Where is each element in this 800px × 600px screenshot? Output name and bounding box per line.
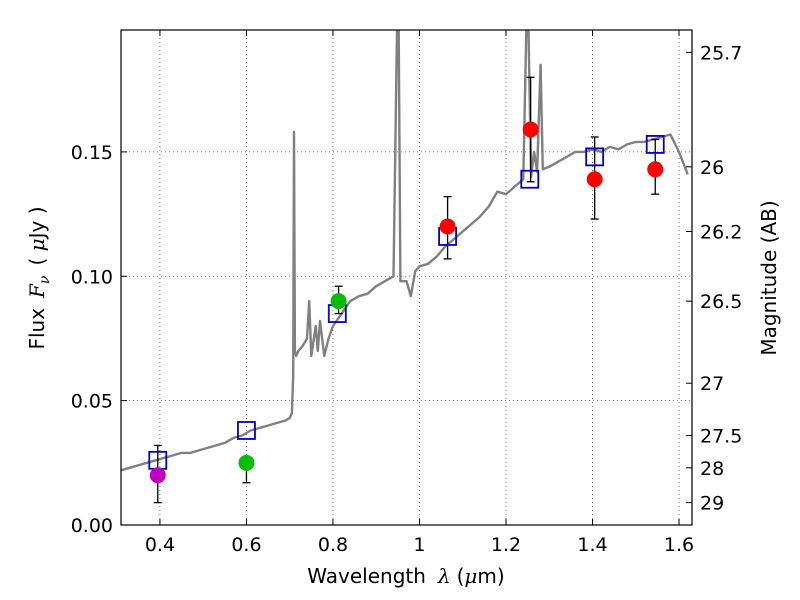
observed-circle-marker	[647, 161, 664, 178]
y-tick-label: 0.15	[71, 142, 113, 164]
grid-lines	[121, 30, 692, 525]
model-square-marker	[645, 135, 665, 154]
observed-photometry-layer	[149, 121, 664, 484]
observed-circle-marker	[149, 467, 166, 484]
y-axis-label-word: Flux	[25, 308, 49, 350]
model-square-marker	[520, 169, 540, 189]
observed-circle-marker	[586, 171, 603, 188]
y2-tick-label: 26	[700, 157, 724, 179]
x-tick-label: 1.6	[664, 534, 694, 556]
x-axis-label-word: Wavelength	[307, 564, 426, 588]
y2-tick-label: 26.2	[700, 221, 742, 243]
y2-tick-label: 27.5	[700, 425, 742, 447]
observed-circle-marker	[238, 454, 255, 471]
y-axis-label-mu: μ	[25, 238, 49, 251]
y-axis-label-symbol: F	[25, 283, 49, 299]
template-spectrum-layer	[121, 30, 689, 472]
x-tick-label: 0.8	[318, 534, 348, 556]
template-spectrum-line	[121, 30, 689, 472]
x-tick-label: 1	[413, 534, 425, 556]
x-axis-label-mu: μ	[464, 564, 477, 588]
x-tick-label: 1.2	[491, 534, 521, 556]
y-tick-label: 0.00	[71, 515, 113, 537]
plot-frame	[120, 29, 693, 526]
y-axis-label-subscript: ν	[37, 275, 53, 284]
x-tick-label: 0.6	[231, 534, 261, 556]
y-axis-label-open: (	[25, 251, 49, 265]
x-axis-label-open: (	[457, 564, 465, 588]
x-axis-ticks: 0.4 0.6 0.8 1 1.2 1.4 1.6	[145, 30, 694, 556]
observed-circle-marker	[522, 121, 539, 138]
x-axis-label: Wavelength λ (μm)	[307, 564, 504, 588]
y2-tick-label: 25.7	[700, 42, 742, 64]
model-square-marker	[585, 147, 605, 167]
observed-circle-marker	[330, 293, 347, 310]
x-axis-label-unit: m)	[477, 564, 504, 588]
y2-axis-label: Magnitude (AB)	[757, 200, 781, 355]
model-photometry-layer	[148, 135, 665, 470]
y2-tick-label: 29	[700, 493, 724, 515]
observed-circle-marker	[439, 218, 456, 235]
x-axis-label-symbol: λ	[437, 564, 451, 588]
y2-tick-label: 27	[700, 373, 724, 395]
model-square-marker	[237, 421, 256, 440]
y2-tick-label: 28	[700, 458, 724, 480]
y-tick-label: 0.05	[71, 391, 113, 413]
y-axis-label: Flux Fν ( μJy )	[25, 206, 53, 349]
y2-tick-label: 26.5	[700, 291, 742, 313]
y-axis-label-unit: Jy )	[25, 206, 49, 240]
y-tick-label: 0.10	[71, 266, 113, 288]
y2-axis-ticks: 25.7 26 26.2 26.5 27 27.5 28 29	[686, 42, 742, 515]
x-tick-label: 1.4	[577, 534, 607, 556]
x-tick-label: 0.4	[145, 534, 175, 556]
y-axis-ticks: 0.00 0.05 0.10 0.15	[71, 142, 127, 537]
